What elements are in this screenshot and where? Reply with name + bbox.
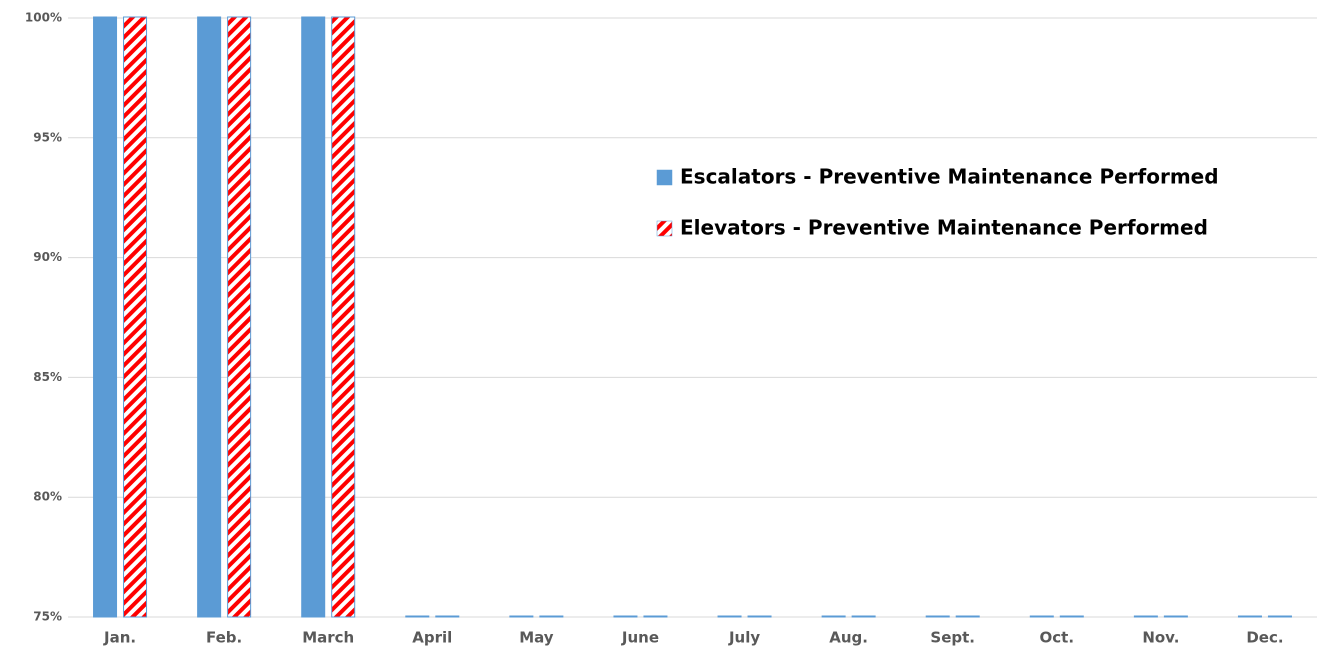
bar xyxy=(747,615,772,618)
bar xyxy=(925,615,950,618)
bar xyxy=(539,615,564,618)
y-tick-label: 95% xyxy=(33,130,62,144)
bar xyxy=(93,16,118,618)
bar xyxy=(1267,615,1292,618)
bar xyxy=(227,16,252,618)
x-tick-label: May xyxy=(519,629,554,647)
x-tick-label: Dec. xyxy=(1246,629,1283,647)
y-tick-label: 85% xyxy=(33,370,62,384)
y-tick-label: 100% xyxy=(25,11,62,25)
bar xyxy=(123,16,148,618)
bar xyxy=(509,615,534,618)
bar xyxy=(955,615,980,618)
bar xyxy=(1133,615,1158,618)
x-tick-label: Sept. xyxy=(930,629,975,647)
x-tick-label: Feb. xyxy=(206,629,242,647)
bar xyxy=(1237,615,1262,618)
bar xyxy=(331,16,356,618)
bar xyxy=(613,615,638,618)
x-tick-label: Nov. xyxy=(1142,629,1179,647)
legend-swatch xyxy=(656,169,673,186)
x-tick-label: April xyxy=(412,629,452,647)
bar xyxy=(1029,615,1054,618)
x-tick-label: June xyxy=(621,629,659,647)
bar xyxy=(821,615,846,618)
bar xyxy=(405,615,430,618)
bar xyxy=(1059,615,1084,618)
x-tick-label: July xyxy=(728,629,760,647)
legend-swatch xyxy=(656,220,673,237)
bar xyxy=(851,615,876,618)
bar xyxy=(435,615,460,618)
x-tick-label: Aug. xyxy=(829,629,868,647)
x-tick-label: Jan. xyxy=(103,629,136,647)
bar xyxy=(643,615,668,618)
bar xyxy=(301,16,326,618)
y-tick-label: 90% xyxy=(33,250,62,264)
bar xyxy=(1163,615,1188,618)
bar xyxy=(197,16,222,618)
legend-label: Escalators - Preventive Maintenance Perf… xyxy=(680,165,1219,189)
x-tick-label: March xyxy=(302,629,354,647)
y-tick-label: 80% xyxy=(33,490,62,504)
bar xyxy=(717,615,742,618)
x-tick-label: Oct. xyxy=(1040,629,1075,647)
y-tick-label: 75% xyxy=(33,610,62,624)
legend-label: Elevators - Preventive Maintenance Perfo… xyxy=(680,216,1208,240)
